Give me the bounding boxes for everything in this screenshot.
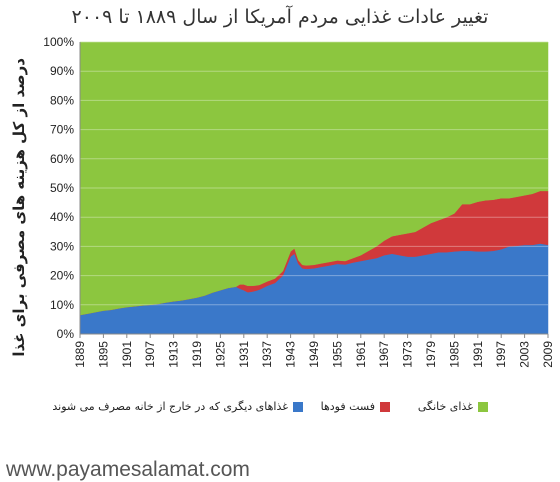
y-tick-label: 60%: [50, 152, 74, 166]
x-tick-label: 1943: [284, 341, 298, 368]
legend-swatch-home: [478, 401, 488, 412]
y-tick-label: 0%: [57, 327, 75, 341]
x-tick-label: 1895: [96, 341, 110, 368]
y-tick-label: 30%: [50, 239, 74, 253]
y-tick-label: 70%: [50, 123, 74, 137]
y-tick-label: 40%: [50, 210, 74, 224]
y-tick-label: 90%: [50, 64, 74, 78]
x-tick-label: 1919: [190, 341, 204, 368]
legend: غذای خانگی فست فودها غذاهای دیگری که در …: [0, 400, 560, 420]
x-tick-label: 1907: [143, 341, 157, 368]
chart-title: تغییر عادات غذایی مردم آمریکا از سال ۱۸۸…: [71, 6, 489, 28]
x-tick-label: 1985: [447, 341, 461, 368]
legend-item-away: غذاهای دیگری که در خارج از خانه مصرف می …: [52, 400, 303, 413]
legend-label-home: غذای خانگی: [417, 400, 473, 413]
x-tick-label: 2003: [518, 341, 532, 368]
y-axis-ticks: 0% 10% 20% 30% 40% 50% 60% 70% 80% 90% 100%: [43, 35, 74, 341]
x-tick-label: 2009: [541, 341, 555, 368]
legend-item-fastfood: فست فودها: [321, 400, 390, 413]
y-tick-label: 50%: [50, 181, 74, 195]
y-tick-label: 20%: [50, 269, 74, 283]
x-tick-label: 1967: [377, 341, 391, 368]
x-tick-label: 1901: [120, 341, 134, 368]
website-watermark: www.payamesalamat.com: [6, 458, 250, 481]
x-tick-label: 1955: [330, 341, 344, 368]
y-axis-title: درصد از کل هزینه های مصرفی برای غذا: [10, 58, 28, 357]
legend-swatch-fastfood: [380, 401, 390, 412]
y-tick-label: 10%: [50, 298, 74, 312]
x-tick-label: 1931: [237, 341, 251, 368]
x-tick-label: 1961: [354, 341, 368, 368]
legend-item-home: غذای خانگی: [418, 400, 488, 413]
legend-label-fastfood: فست فودها: [320, 400, 375, 413]
x-tick-label: 1889: [73, 341, 87, 368]
x-tick-label: 1925: [213, 341, 227, 368]
x-tick-label: 1913: [167, 341, 181, 368]
x-tick-label: 1997: [494, 341, 508, 368]
legend-label-away: غذاهای دیگری که در خارج از خانه مصرف می …: [52, 400, 288, 413]
area-layers: [79, 41, 549, 335]
legend-swatch-away: [293, 401, 303, 412]
y-tick-label: 100%: [43, 35, 74, 49]
x-tick-label: 1937: [260, 341, 274, 368]
area-series-2: [79, 41, 549, 316]
x-tick-label: 1949: [307, 341, 321, 368]
x-tick-label: 1979: [424, 341, 438, 368]
y-tick-label: 80%: [50, 93, 74, 107]
x-tick-label: 1991: [471, 341, 485, 368]
x-tick-label: 1973: [401, 341, 415, 368]
x-axis-ticks: 1889 1895 1901 1907 1913 1919 1925 1931 1937 1943…: [73, 334, 555, 368]
gridlines: [79, 41, 548, 335]
plot-area: 0%10%20%30%40%50%60%70%80%90%100% 1889 18…: [43, 35, 555, 368]
